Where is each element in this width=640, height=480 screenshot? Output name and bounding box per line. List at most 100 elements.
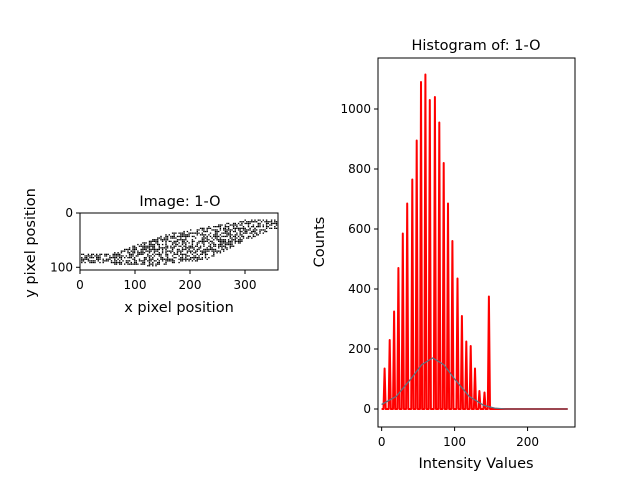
image-pixel — [102, 258, 104, 260]
image-pixel — [183, 240, 185, 242]
image-pixel — [231, 237, 233, 239]
image-pixel — [158, 245, 160, 247]
image-pixel — [211, 242, 213, 244]
image-pixel — [188, 242, 190, 244]
image-pixel — [143, 252, 146, 254]
image-pixel — [241, 222, 243, 225]
histogram-x-tick-label: 0 — [378, 435, 386, 449]
image-pixel — [198, 258, 200, 260]
image-pixel — [99, 257, 101, 259]
image-pixel — [171, 260, 174, 262]
image-pixel — [161, 243, 164, 246]
image-pixel — [201, 252, 203, 254]
image-pixel — [171, 237, 174, 239]
image-pixel — [214, 229, 217, 231]
image-pixel — [193, 248, 195, 251]
image-pixel — [262, 229, 264, 231]
image-pixel — [221, 240, 223, 242]
image-pixel — [155, 248, 157, 251]
image-pixel — [112, 257, 114, 259]
image-pixel — [165, 242, 167, 244]
image-pixel — [257, 219, 259, 221]
image-pixel — [181, 248, 184, 251]
image-pixel — [170, 240, 172, 242]
image-pixel — [165, 248, 167, 251]
image-pixel — [152, 248, 154, 251]
image-pixel — [147, 255, 149, 257]
image-pixel — [120, 255, 123, 257]
image-pixel — [211, 255, 213, 257]
image-pixel — [251, 232, 253, 234]
image-pixel — [105, 255, 108, 257]
image-pixel — [201, 258, 203, 260]
image-pixel — [208, 239, 210, 241]
image-pixel — [203, 250, 205, 252]
image-pixel — [173, 253, 175, 255]
image-pixel — [206, 237, 208, 239]
image-pixel — [127, 252, 129, 254]
image-pixel — [190, 258, 192, 260]
image-pixel — [247, 226, 250, 228]
image-pixel — [148, 261, 151, 264]
image-pixel — [249, 227, 251, 229]
image-pixel — [191, 242, 194, 244]
image-pixel — [231, 245, 233, 247]
image-pixel — [150, 250, 152, 252]
image-x-label: x pixel position — [124, 300, 234, 316]
image-pixel — [183, 245, 185, 247]
image-pixel — [173, 247, 175, 249]
image-pixel — [254, 235, 256, 238]
image-pixel — [186, 240, 189, 242]
image-pixel — [188, 255, 190, 257]
image-pixel — [114, 258, 116, 260]
image-pixel — [135, 261, 137, 264]
image-pixel — [160, 255, 162, 257]
image-pixel — [185, 237, 187, 239]
image-pixel — [252, 224, 255, 226]
image-pixel — [147, 253, 149, 255]
image-pixel — [249, 232, 251, 234]
image-pixel — [262, 224, 264, 226]
image-pixel — [132, 252, 134, 254]
image-pixel — [147, 260, 149, 262]
image-pixel — [198, 255, 200, 257]
image-pixel — [214, 250, 217, 252]
image-pixel — [181, 255, 184, 257]
image-pixel — [201, 234, 203, 236]
image-pixel — [119, 263, 121, 265]
image-pixel — [142, 245, 144, 247]
image-pixel — [196, 260, 198, 262]
image-pixel — [234, 240, 236, 242]
image-pixel — [148, 257, 151, 259]
image-pixel — [224, 230, 227, 233]
image-pixel — [109, 258, 111, 260]
image-pixel — [181, 260, 184, 262]
image-pixel — [241, 240, 243, 242]
image-pixel — [185, 257, 187, 259]
image-pixel — [122, 260, 124, 262]
image-pixel — [196, 248, 198, 251]
image-pixel — [92, 261, 95, 264]
image-pixel — [204, 240, 207, 242]
image-pixel — [270, 221, 273, 223]
image-pixel — [173, 252, 175, 254]
image-pixel — [242, 221, 245, 223]
image-pixel — [171, 232, 174, 234]
image-pixel — [244, 219, 246, 221]
image-pixel — [239, 234, 241, 236]
image-x-tick-label: 200 — [179, 278, 202, 292]
image-pixel — [171, 247, 174, 249]
image-pixel — [219, 252, 222, 254]
image-pixel — [114, 261, 116, 264]
image-pixel — [262, 226, 264, 228]
image-pixel — [252, 221, 255, 223]
image-pixel — [185, 253, 187, 255]
image-pixel — [236, 232, 238, 234]
image-pixel — [237, 235, 240, 238]
image-pixel — [92, 257, 95, 259]
image-pixel — [140, 252, 142, 254]
image-pixel — [211, 229, 213, 231]
image-pixel — [145, 258, 147, 260]
image-pixel — [218, 250, 220, 252]
image-pixel — [142, 253, 144, 255]
